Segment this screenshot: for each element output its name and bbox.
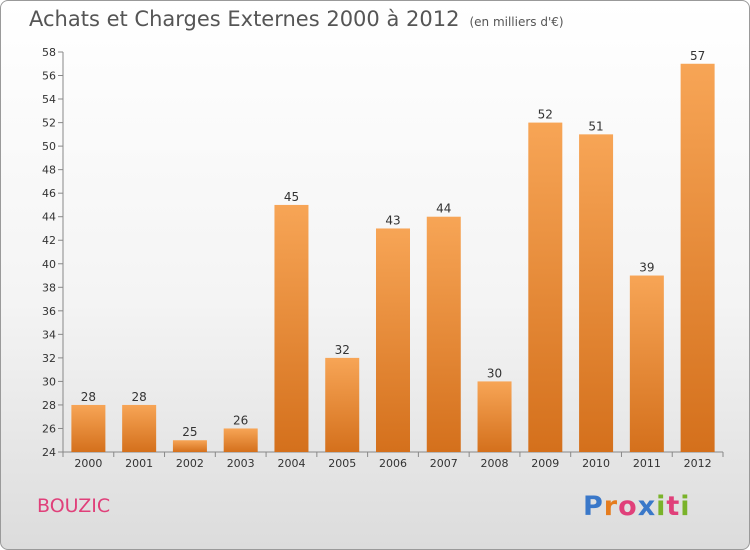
data-label-2012: 57 xyxy=(690,49,705,63)
logo-letter: P xyxy=(583,491,604,522)
bar-2012 xyxy=(680,63,715,452)
y-tick-label: 26 xyxy=(42,422,56,435)
x-tick-label-2004: 2004 xyxy=(277,457,305,470)
x-tick-label-2008: 2008 xyxy=(481,457,509,470)
bar-2006 xyxy=(376,228,410,452)
data-label-2007: 44 xyxy=(436,202,451,216)
y-tick-label: 46 xyxy=(42,187,56,200)
y-tick-label: 28 xyxy=(42,399,56,412)
y-tick-label: 30 xyxy=(42,375,56,388)
data-label-2003: 26 xyxy=(233,413,248,427)
y-tick-label: 50 xyxy=(42,140,56,153)
x-tick-label-2012: 2012 xyxy=(684,457,712,470)
data-label-2005: 32 xyxy=(335,343,350,357)
bar-2009 xyxy=(528,122,563,453)
bar-2010 xyxy=(579,134,614,452)
y-tick-label: 52 xyxy=(42,117,56,130)
bar-2008 xyxy=(477,381,512,452)
data-label-2006: 43 xyxy=(385,213,400,227)
bar-2002 xyxy=(172,440,207,452)
title-main: Achats et Charges Externes 2000 à 2012 xyxy=(29,7,460,31)
data-label-2004: 45 xyxy=(284,190,299,204)
data-label-2000: 28 xyxy=(81,390,96,404)
logo-letter: i xyxy=(680,491,691,522)
logo-letter: i xyxy=(656,491,667,522)
x-tick-label-2006: 2006 xyxy=(379,457,407,470)
x-tick-label-2002: 2002 xyxy=(176,457,204,470)
x-tick-label-2001: 2001 xyxy=(125,457,153,470)
y-tick-label: 34 xyxy=(42,328,56,341)
bar-2003 xyxy=(223,428,258,452)
y-tick-label: 38 xyxy=(42,281,56,294)
bar-2011 xyxy=(629,275,664,452)
y-tick-label: 56 xyxy=(42,70,56,83)
x-tick-label-2007: 2007 xyxy=(430,457,458,470)
chart-title: Achats et Charges Externes 2000 à 2012 (e… xyxy=(29,7,564,31)
commune-name: BOUZIC xyxy=(37,495,111,517)
y-tick-label: 48 xyxy=(42,164,56,177)
y-tick-label: 44 xyxy=(42,211,56,224)
x-tick-label-2003: 2003 xyxy=(227,457,255,470)
x-tick-label-2010: 2010 xyxy=(582,457,610,470)
data-label-2010: 51 xyxy=(588,119,603,133)
y-tick-label: 24 xyxy=(42,446,56,459)
bar-2000 xyxy=(71,404,106,452)
data-label-2002: 25 xyxy=(182,425,197,439)
logo-letter: t xyxy=(666,491,681,522)
data-label-2008: 30 xyxy=(487,366,502,380)
y-tick-label: 54 xyxy=(42,93,56,106)
x-tick-label-2009: 2009 xyxy=(531,457,559,470)
x-tick-label-2005: 2005 xyxy=(328,457,356,470)
title-unit: (en milliers d'€) xyxy=(469,15,564,29)
x-tick-label-2000: 2000 xyxy=(74,457,102,470)
bar-2001 xyxy=(122,404,157,452)
y-tick-label: 58 xyxy=(42,46,56,59)
bar-2005 xyxy=(325,357,360,452)
data-label-2001: 28 xyxy=(132,390,147,404)
x-tick-label-2011: 2011 xyxy=(633,457,661,470)
data-label-2009: 52 xyxy=(538,108,553,122)
logo-letter: o xyxy=(618,491,638,522)
y-tick-label: 40 xyxy=(42,258,56,271)
y-tick-label: 42 xyxy=(42,234,56,247)
bar-2007 xyxy=(426,216,461,452)
bar-2004 xyxy=(274,204,309,452)
y-tick-label: 32 xyxy=(42,352,56,365)
data-label-2011: 39 xyxy=(639,261,654,275)
logo-letter: r xyxy=(603,491,619,522)
y-tick-label: 36 xyxy=(42,305,56,318)
logo-letter: x xyxy=(637,491,657,522)
proxiti-logo: Proxiti xyxy=(583,491,691,522)
